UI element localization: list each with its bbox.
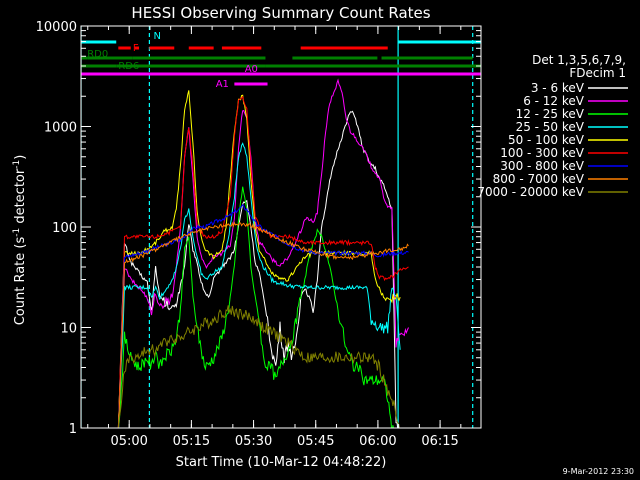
series-line-7 — [117, 221, 409, 428]
x-tick-label-2: 05:30 — [235, 434, 272, 449]
legend-label-6: 300 - 800 keV — [500, 159, 584, 173]
y-tick-label-0: 1 — [69, 422, 77, 437]
legend-header-2: FDecim 1 — [569, 66, 626, 80]
flag-label-rd0: RD0 — [87, 49, 108, 60]
x-tick-label-0: 05:00 — [110, 434, 147, 449]
legend-label-2: 12 - 25 keV — [516, 107, 585, 121]
flag-label-rd6: RD6 — [118, 61, 139, 72]
vline-layer — [81, 26, 474, 428]
y-axis-label-sup2: -1 — [12, 160, 22, 169]
series-line-2 — [118, 186, 395, 428]
flag-label-a0: A0 — [245, 64, 258, 75]
chart-title: HESSI Observing Summary Count Rates — [131, 4, 430, 22]
x-tick-label-3: 05:45 — [297, 434, 334, 449]
x-axis-label: Start Time (10-Mar-12 04:48:22) — [176, 455, 387, 470]
flag-label-n: N — [154, 31, 161, 42]
y-tick-label-2: 100 — [52, 221, 77, 236]
tick-layer: 05:00 05:15 05:30 05:45 06:00 06:15 1 10 100 1000… — [36, 20, 481, 449]
legend-label-8: 7000 - 20000 keV — [477, 185, 584, 199]
x-tick-label-4: 06:00 — [359, 434, 396, 449]
legend-label-4: 50 - 100 keV — [508, 133, 585, 147]
legend-label-5: 100 - 300 keV — [500, 146, 584, 160]
series-line-8 — [117, 305, 400, 428]
legend-label-0: 3 - 6 keV — [531, 81, 585, 95]
y-tick-label-1: 10 — [60, 322, 77, 337]
series-line-3 — [117, 142, 401, 428]
plot-area: N F RD0 RD6 A0 A1 05:00 05:15 05:30 05:45 06:00 06… — [36, 20, 482, 449]
legend-label-7: 800 - 7000 keV — [493, 172, 585, 186]
y-axis-label-end: ) — [13, 155, 28, 160]
y-axis-label-main: Count Rate (s — [13, 237, 28, 326]
series-line-0 — [118, 110, 399, 428]
flag-label-f: F — [133, 43, 139, 54]
timestamp: 9-Mar-2012 23:30 — [563, 467, 634, 476]
series-line-4 — [117, 90, 401, 428]
flag-label-a1: A1 — [216, 79, 229, 90]
legend-label-3: 25 - 50 keV — [516, 120, 585, 134]
x-tick-label-5: 06:15 — [421, 434, 458, 449]
x-tick-label-1: 05:15 — [173, 434, 210, 449]
y-axis-label: Count Rate (s-1 detector-1) — [12, 155, 28, 326]
legend-label-1: 6 - 12 keV — [523, 94, 585, 108]
series-line-1 — [117, 78, 409, 428]
y-axis-label-mid: detector — [13, 168, 28, 228]
y-axis-label-sup1: -1 — [12, 228, 22, 237]
series-layer — [117, 78, 409, 428]
y-tick-label-4: 10000 — [36, 20, 77, 35]
legend-header-1: Det 1,3,5,6,7,9, — [532, 53, 626, 67]
flag-layer: N F RD0 RD6 A0 A1 — [81, 31, 481, 90]
y-tick-label-3: 1000 — [44, 121, 77, 136]
